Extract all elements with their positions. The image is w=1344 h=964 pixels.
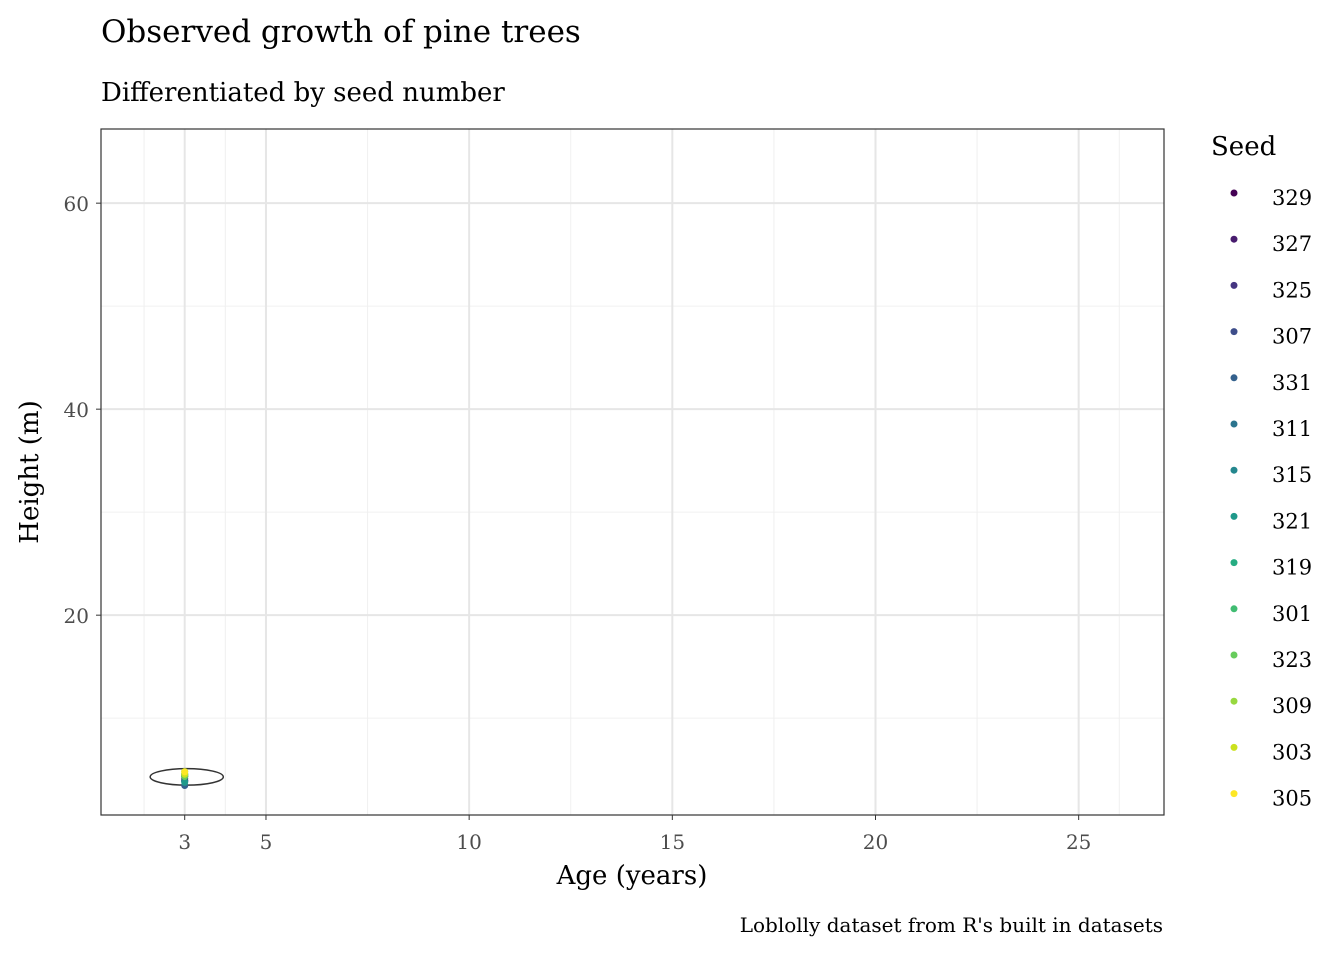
- legend-label-303: 303: [1272, 740, 1312, 764]
- caption: Loblolly dataset from R's built in datas…: [740, 913, 1163, 937]
- y-tick-label: 40: [64, 398, 89, 422]
- y-tick-label: 60: [64, 192, 89, 216]
- legend-key-325: [1230, 281, 1238, 289]
- legend-key-329: [1230, 189, 1238, 197]
- y-tick-label: 20: [64, 604, 89, 628]
- x-tick-label: 3: [178, 830, 191, 854]
- legend-key-309: [1230, 697, 1238, 705]
- legend-key-301: [1230, 605, 1238, 613]
- legend-key-307: [1230, 328, 1238, 336]
- x-tick-label: 10: [456, 830, 481, 854]
- x-tick-label: 20: [863, 830, 888, 854]
- legend-label-327: 327: [1272, 232, 1312, 256]
- legend-key-323: [1230, 651, 1238, 659]
- legend-label-315: 315: [1272, 463, 1312, 487]
- chart-subtitle: Differentiated by seed number: [101, 78, 505, 108]
- x-axis-label: Age (years): [556, 861, 708, 891]
- legend-label-307: 307: [1272, 325, 1312, 349]
- legend-key-305: [1230, 790, 1238, 798]
- legend-label-309: 309: [1272, 694, 1312, 718]
- legend-label-331: 331: [1272, 371, 1312, 395]
- panel-border: [100, 128, 1165, 816]
- legend-key-311: [1230, 420, 1238, 428]
- chart-title: Observed growth of pine trees: [101, 14, 581, 50]
- legend-label-325: 325: [1272, 278, 1312, 302]
- legend-key-331: [1230, 374, 1238, 382]
- legend-label-321: 321: [1272, 509, 1312, 533]
- legend-key-321: [1230, 512, 1238, 520]
- legend-label-319: 319: [1272, 556, 1312, 580]
- data-point-321: [181, 778, 189, 786]
- y-axis-label: Height (m): [15, 400, 45, 543]
- legend-label-311: 311: [1272, 417, 1312, 441]
- x-tick-label: 5: [260, 830, 273, 854]
- x-tick-label: 15: [660, 830, 685, 854]
- legend-label-301: 301: [1272, 602, 1312, 626]
- legend-label-323: 323: [1272, 648, 1312, 672]
- legend-label-305: 305: [1272, 787, 1312, 811]
- x-tick-label: 25: [1066, 830, 1091, 854]
- legend-label-329: 329: [1272, 186, 1312, 210]
- legend-key-319: [1230, 559, 1238, 567]
- data-point-305: [181, 768, 189, 776]
- legend-key-315: [1230, 466, 1238, 474]
- legend-title: Seed: [1211, 132, 1276, 162]
- legend-key-303: [1230, 743, 1238, 751]
- legend-key-327: [1230, 235, 1238, 243]
